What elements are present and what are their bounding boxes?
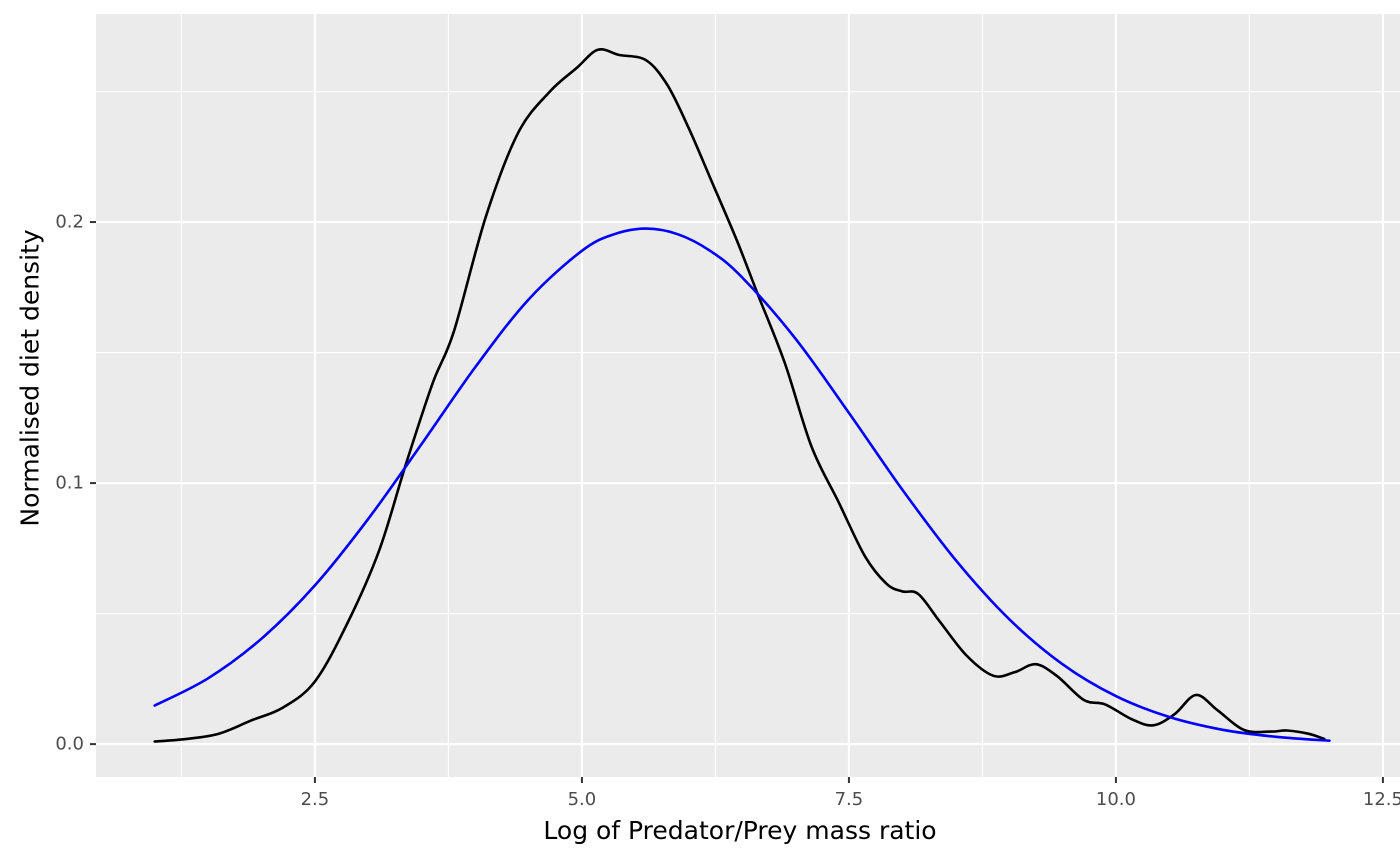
x-tick-label: 7.5 [834,789,864,810]
y-tick-label: 0.1 [55,472,84,494]
x-axis-title: Log of Predator/Prey mass ratio [543,816,937,845]
x-tick-label: 12.5 [1362,789,1400,810]
x-tick-label: 5.0 [567,789,597,810]
x-tick-label: 2.5 [300,789,330,810]
curve-empirical-diet-density-kde [153,48,1326,743]
panel-background [96,14,1400,777]
y-tick-label: 0.0 [55,733,84,755]
curve-fitted-normal-density [153,227,1331,742]
y-tick-label: 0.2 [55,211,84,233]
y-axis-title: Normalised diet density [15,229,45,527]
x-tick-label: 10.0 [1095,789,1136,810]
